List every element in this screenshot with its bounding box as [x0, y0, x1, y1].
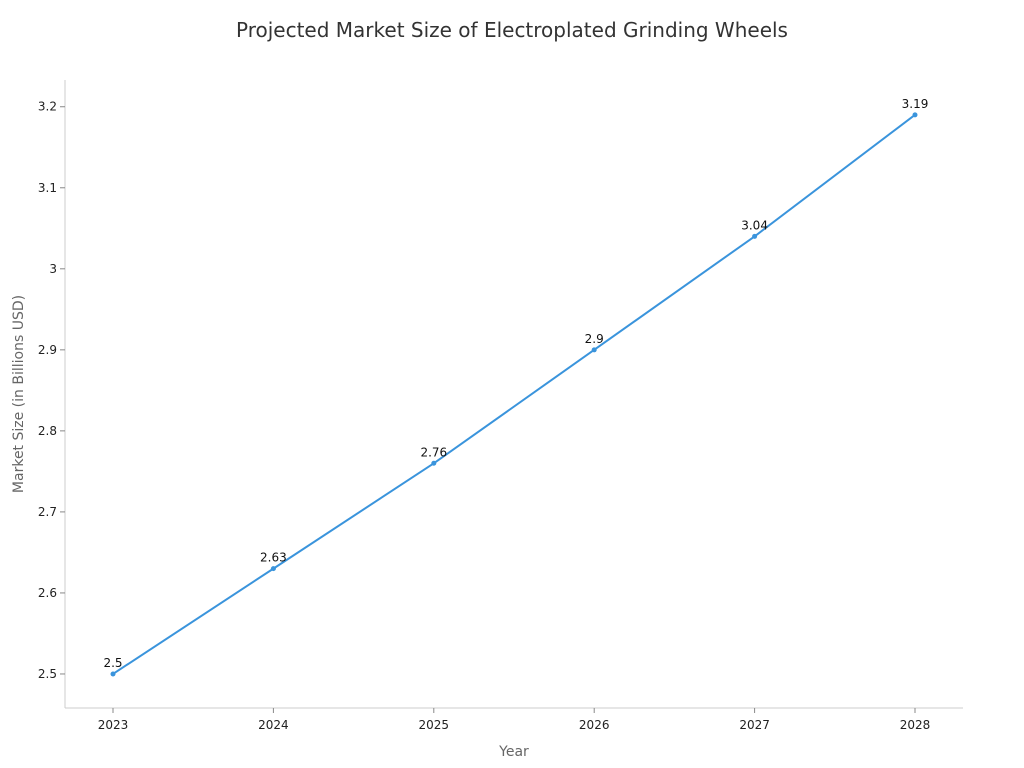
- x-tick-label: 2024: [258, 718, 289, 732]
- data-label: 2.9: [585, 332, 604, 346]
- y-tick-label: 2.9: [38, 343, 57, 357]
- y-tick-label: 3.1: [38, 181, 57, 195]
- data-label: 2.63: [260, 551, 287, 565]
- y-ticks: 2.5 2.6 2.7 2.8 2.9 3 3.1 3.2: [38, 100, 65, 681]
- data-labels: 2.5 2.63 2.76 2.9 3.04 3.19: [103, 97, 928, 670]
- data-point: [431, 460, 437, 466]
- y-tick-label: 3.2: [38, 100, 57, 114]
- data-point: [752, 233, 758, 239]
- data-label: 3.19: [902, 97, 929, 111]
- x-axis-title: Year: [498, 744, 529, 760]
- data-point: [110, 671, 116, 677]
- x-tick-label: 2027: [739, 718, 770, 732]
- y-tick-label: 2.8: [38, 424, 57, 438]
- y-tick-label: 2.6: [38, 586, 57, 600]
- data-point: [270, 566, 276, 572]
- data-points: [110, 112, 918, 677]
- data-point: [912, 112, 918, 118]
- x-tick-label: 2026: [579, 718, 610, 732]
- data-label: 3.04: [741, 218, 768, 232]
- chart-title: Projected Market Size of Electroplated G…: [236, 18, 788, 42]
- data-label: 2.5: [103, 656, 122, 670]
- axes: [64, 80, 963, 709]
- x-ticks: 2023 2024 2025 2026 2027 2028: [98, 708, 931, 732]
- y-tick-label: 3: [49, 262, 57, 276]
- data-point: [591, 347, 597, 353]
- data-label: 2.76: [420, 445, 447, 459]
- x-tick-label: 2028: [900, 718, 931, 732]
- y-tick-label: 2.7: [38, 505, 57, 519]
- y-axis-title: Market Size (in Billions USD): [11, 295, 27, 493]
- x-tick-label: 2023: [98, 718, 129, 732]
- series-line: [112, 114, 916, 675]
- x-tick-label: 2025: [419, 718, 450, 732]
- y-tick-label: 2.5: [38, 667, 57, 681]
